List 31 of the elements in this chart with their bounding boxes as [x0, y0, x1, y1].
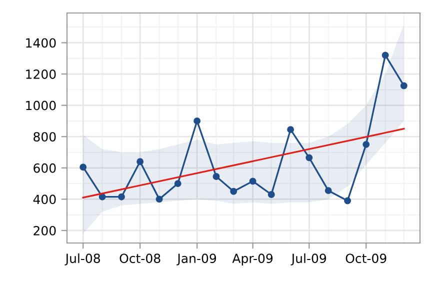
point: [362, 140, 370, 148]
point: [324, 187, 332, 194]
x-tick-label: Oct-08: [120, 254, 160, 264]
point: [249, 178, 256, 185]
point: [382, 52, 389, 59]
point: [194, 117, 201, 124]
y-tick-label: 400: [33, 194, 56, 204]
y-tick-label: 200: [34, 226, 56, 236]
y-tick-label: 800: [34, 132, 56, 142]
point: [136, 158, 144, 166]
point: [400, 82, 408, 90]
y-tick-label: 1000: [26, 100, 56, 110]
point: [80, 164, 87, 171]
x-tick-label: Jul-09: [290, 253, 326, 266]
point: [174, 180, 182, 188]
point: [230, 188, 238, 195]
point: [212, 173, 220, 180]
point: [287, 126, 294, 134]
point: [344, 197, 352, 204]
point: [156, 196, 163, 203]
x-tick-label: Oct-09: [346, 254, 386, 264]
point: [306, 154, 313, 162]
x-tick-label: Jan-09: [176, 254, 216, 266]
point: [98, 193, 106, 200]
point: [268, 191, 275, 198]
y-tick-label: 1400: [26, 38, 56, 48]
x-tick-label: Apr-09: [232, 254, 273, 266]
y-tick-label: 1200: [26, 69, 56, 79]
y-tick-label: 600: [34, 163, 56, 173]
x-tick-label: Jul-08: [64, 253, 100, 266]
point: [118, 193, 125, 200]
